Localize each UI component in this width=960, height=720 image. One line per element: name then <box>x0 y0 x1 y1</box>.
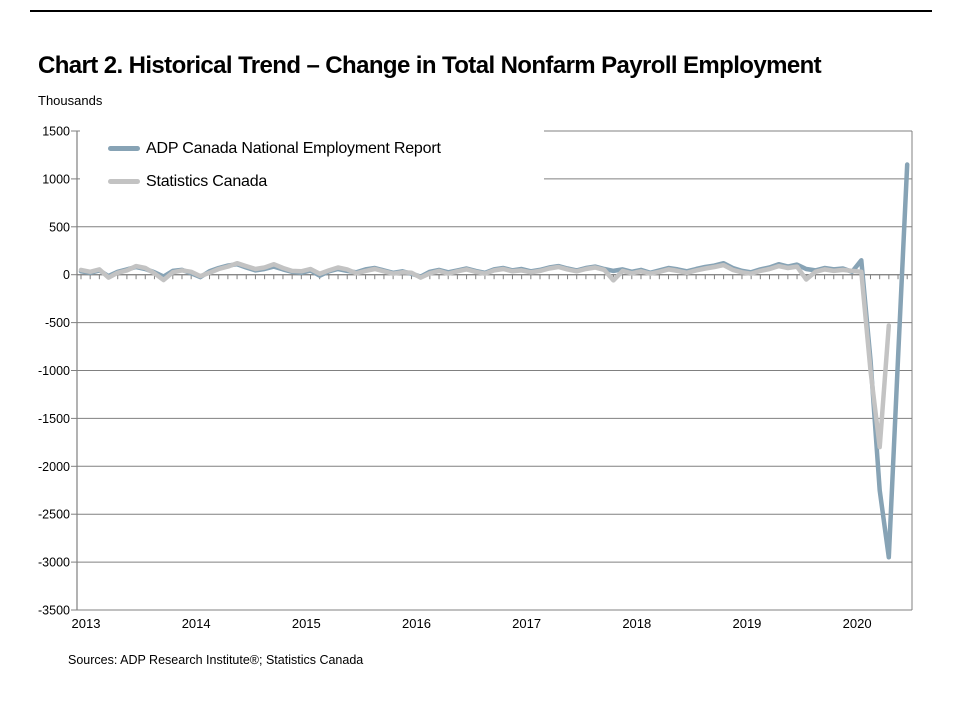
legend-item-statcan: Statistics Canada <box>108 165 544 198</box>
x-axis-label-2016: 2016 <box>402 616 431 631</box>
y-axis-label-500: 500 <box>49 220 70 234</box>
x-axis-label-2014: 2014 <box>182 616 211 631</box>
x-axis-label-2017: 2017 <box>512 616 541 631</box>
x-axis-label-2019: 2019 <box>732 616 761 631</box>
y-axis-label--1000: -1000 <box>38 364 70 378</box>
y-axis-label--500: -500 <box>45 316 70 330</box>
y-axis-label-0: 0 <box>63 268 70 282</box>
legend-label-adp: ADP Canada National Employment Report <box>146 139 441 157</box>
y-axis-label--3000: -3000 <box>38 556 70 570</box>
adp-line-swatch-icon <box>108 146 140 151</box>
y-axis-label-1500: 1500 <box>42 125 70 139</box>
x-axis-label-2018: 2018 <box>622 616 651 631</box>
legend-item-adp: ADP Canada National Employment Report <box>108 132 544 165</box>
statcan-line-swatch-icon <box>108 179 140 184</box>
y-axis-label-1000: 1000 <box>42 172 70 186</box>
y-axis-label--1500: -1500 <box>38 412 70 426</box>
y-axis-label--3500: -3500 <box>38 604 70 618</box>
y-axis-label--2000: -2000 <box>38 460 70 474</box>
x-axis-label-2015: 2015 <box>292 616 321 631</box>
y-axis-unit-label: Thousands <box>38 93 103 108</box>
sources-note: Sources: ADP Research Institute®; Statis… <box>68 653 364 667</box>
chart-legend: ADP Canada National Employment Report St… <box>80 130 544 204</box>
legend-label-statcan: Statistics Canada <box>146 172 268 190</box>
series-line-adp <box>78 162 910 560</box>
y-axis-label--2500: -2500 <box>38 508 70 522</box>
series-line-statcan <box>78 260 892 450</box>
x-axis-label-2013: 2013 <box>72 616 101 631</box>
x-axis-label-2020: 2020 <box>843 616 872 631</box>
chart-title: Chart 2. Historical Trend – Change in To… <box>38 52 822 79</box>
top-rule-divider <box>30 10 932 12</box>
